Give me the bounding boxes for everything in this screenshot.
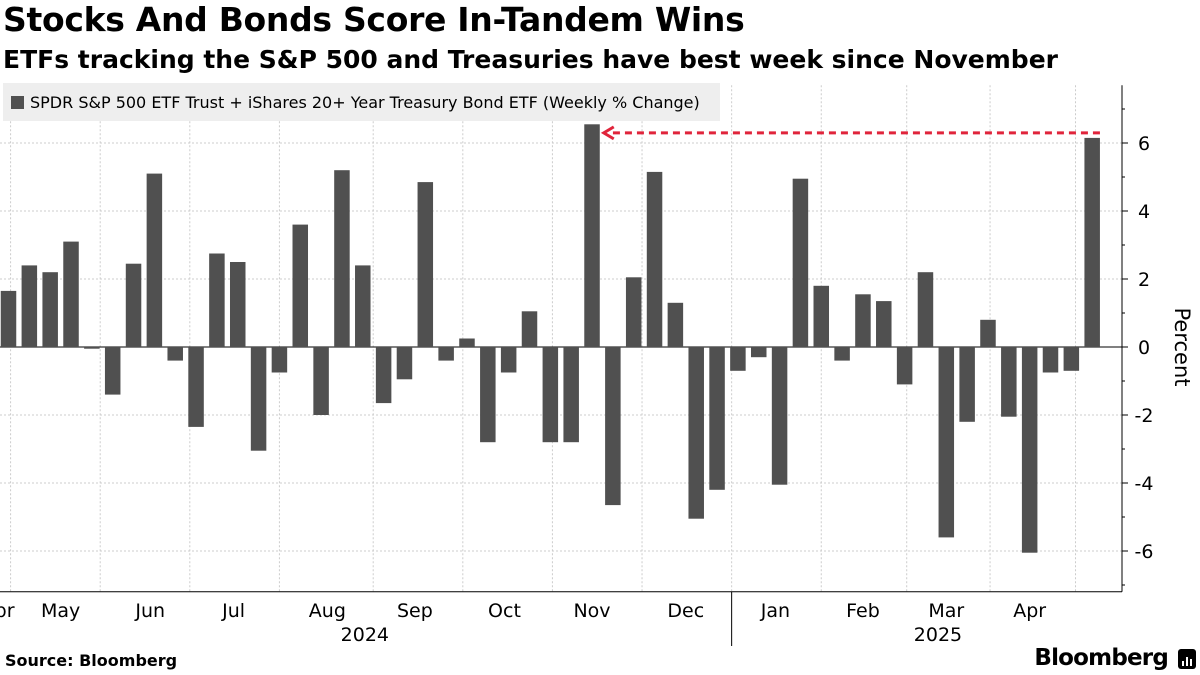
x-tick-label: Dec: [667, 600, 704, 622]
bar: [584, 124, 600, 347]
chart-title: Stocks And Bonds Score In-Tandem Wins: [3, 0, 745, 39]
bloomberg-logo: Bloomberg: [1034, 645, 1168, 671]
bar: [1084, 137, 1100, 347]
y-tick-label: 6: [1138, 133, 1150, 155]
bar: [417, 182, 434, 347]
grid-layer: [0, 85, 1122, 592]
bar: [730, 347, 746, 371]
annotation-layer: [600, 125, 1100, 141]
annotation-arrow-head: [600, 125, 615, 141]
bar: [688, 347, 704, 519]
axis-layer: -6 -4 -2 0 2 4 6 Percent Apr May Jun Jul Aug Sep Oct No…: [0, 85, 1194, 646]
bar: [0, 290, 17, 347]
bar: [84, 347, 100, 349]
bar: [980, 319, 996, 347]
bar: [459, 338, 475, 347]
x-tick-label: Oct: [488, 600, 521, 622]
bar: [313, 347, 329, 415]
y-tick-label: 2: [1138, 269, 1150, 291]
bar: [667, 302, 684, 347]
bar: [521, 311, 538, 347]
bar: [375, 347, 392, 404]
x-tick-label: May: [41, 600, 80, 622]
bar: [792, 178, 809, 347]
x-tick-label: Apr: [1013, 600, 1046, 622]
bar: [146, 173, 163, 347]
bar: [709, 347, 725, 490]
bar: [625, 277, 642, 347]
bar: [21, 265, 38, 347]
bar: [480, 347, 496, 443]
bar: [1042, 347, 1059, 373]
bar: [500, 347, 517, 373]
bar: [646, 171, 663, 347]
chart-subtitle: ETFs tracking the S&P 500 and Treasuries…: [3, 45, 1058, 74]
x-tick-label: Mar: [928, 600, 964, 622]
year-label: 2024: [341, 624, 389, 646]
bar: [209, 253, 225, 347]
bar: [1001, 347, 1017, 417]
bar: [42, 272, 58, 347]
bar: [355, 265, 371, 347]
y-tick-label: -2: [1135, 405, 1154, 427]
legend: SPDR S&P 500 ETF Trust + iShares 20+ Yea…: [3, 83, 720, 121]
bar: [563, 347, 579, 443]
x-tick-label: Jun: [134, 600, 165, 622]
bar: [167, 347, 183, 361]
x-tick-label: Aug: [309, 600, 346, 622]
x-tick-label: Feb: [846, 600, 880, 622]
bar-layer: [0, 124, 1100, 553]
x-tick-label: Sep: [397, 600, 433, 622]
legend-label: SPDR S&P 500 ETF Trust + iShares 20+ Yea…: [30, 92, 700, 112]
x-tick-label: Jan: [760, 600, 790, 622]
y-tick-label: 0: [1138, 337, 1150, 359]
bar: [1063, 347, 1080, 371]
y-tick-label: 4: [1138, 201, 1150, 223]
bar: [125, 263, 142, 347]
bar: [271, 347, 288, 373]
bar: [250, 347, 267, 451]
bar: [334, 170, 350, 347]
bar: [229, 262, 246, 347]
y-tick-label: -4: [1135, 473, 1154, 495]
x-tick-label: Apr: [0, 600, 15, 622]
bar: [1021, 347, 1038, 553]
year-label: 2025: [914, 624, 962, 646]
y-axis-title: Percent: [1170, 307, 1194, 386]
y-tick-label: -6: [1135, 541, 1154, 563]
bar: [813, 285, 830, 347]
bar: [917, 272, 934, 347]
bar: [938, 347, 955, 538]
bar: [896, 347, 913, 385]
legend-swatch: [11, 95, 24, 109]
bar: [750, 347, 767, 358]
bar: [876, 301, 892, 347]
bar: [104, 347, 121, 395]
terminal-icon: [1178, 649, 1196, 669]
bar: [542, 347, 559, 443]
bar: [438, 347, 454, 361]
bar: [959, 347, 975, 422]
bar: [605, 347, 621, 506]
bar: [855, 294, 871, 347]
bar: [834, 347, 850, 361]
bar: [188, 347, 204, 427]
bar: [63, 241, 79, 347]
source-note: Source: Bloomberg: [5, 651, 178, 670]
bar: [396, 347, 413, 380]
bar: [771, 347, 788, 485]
bar: [292, 224, 309, 347]
x-tick-label: Jul: [221, 600, 245, 622]
x-tick-label: Nov: [573, 600, 610, 622]
